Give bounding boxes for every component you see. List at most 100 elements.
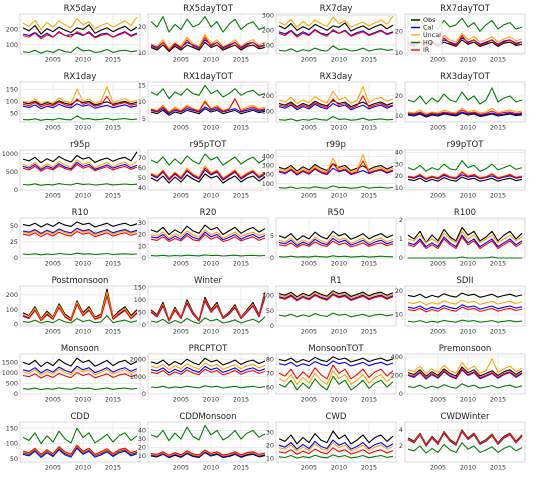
x-tick-label: 2005 <box>430 124 446 132</box>
x-tick-label: 2005 <box>301 192 317 200</box>
plot-area <box>404 149 526 191</box>
x-tick-label: 2010 <box>75 464 91 472</box>
y-tick-label: 0 <box>14 254 18 262</box>
series-line-uncal <box>22 229 138 236</box>
series-line-obs <box>278 430 394 445</box>
y-tick-label: 400 <box>391 353 403 361</box>
series-line-hq <box>22 387 138 391</box>
series-line-uncal <box>22 86 138 105</box>
series-line-hq <box>278 375 394 391</box>
y-tick-label: 10 <box>395 184 403 192</box>
y-tick-label: 1 <box>399 235 403 243</box>
panel-title: CWD <box>326 412 347 422</box>
y-tick-label: 200 <box>391 372 403 380</box>
x-tick-label: 2005 <box>45 124 61 132</box>
y-tick-label: 20 <box>138 231 146 239</box>
panel-rx1daytot: 5 10 15 2005 2010 2015 RX1dayTOT <box>138 72 269 132</box>
x-tick-label: 2005 <box>45 396 61 404</box>
y-tick-label: 50 <box>138 308 146 316</box>
x-tick-label: 2010 <box>75 56 91 64</box>
x-tick-label: 2010 <box>460 260 476 268</box>
x-tick-label: 2015 <box>233 192 249 200</box>
series-line-ir <box>22 295 138 322</box>
panel-title: SDII <box>457 276 474 286</box>
y-tick-label: 0 <box>142 321 146 329</box>
series-line-hq <box>150 316 266 325</box>
panel-title: Winter <box>194 276 223 286</box>
series-line-uncal <box>407 299 523 306</box>
series-line-ir <box>278 29 394 38</box>
panel-r20: 0 10 20 30 2005 2010 2015 R20 <box>138 208 269 268</box>
series-line-hq <box>278 185 394 190</box>
panel-cwdwinter: 2 4 2005 2010 2015 CWDWinter <box>399 412 526 472</box>
series-line-uncal <box>407 170 523 179</box>
x-tick-label: 2015 <box>233 124 249 132</box>
series-line-cal <box>407 111 523 117</box>
legend-label-uncal: Uncal <box>423 31 441 39</box>
x-tick-label: 2015 <box>105 124 121 132</box>
y-tick-label: 1500 <box>2 359 18 367</box>
series-line-cal <box>22 31 138 38</box>
x-tick-label: 2015 <box>233 464 249 472</box>
x-tick-label: 2005 <box>173 464 189 472</box>
series-line-cal <box>150 169 266 181</box>
y-tick-label: 70 <box>266 370 274 378</box>
panel-title: RX1day <box>64 72 97 82</box>
series-line-cal <box>150 451 266 458</box>
x-tick-label: 2010 <box>75 328 91 336</box>
series-line-hq <box>150 254 266 257</box>
panel-monsoontot: 60 70 80 2005 2010 2015 MonsoonTOT <box>266 344 397 404</box>
x-tick-label: 2015 <box>490 56 506 64</box>
panel-r95ptot: 40 50 60 70 2005 2010 2015 r95pTOT <box>138 140 269 200</box>
panel-title: R100 <box>454 208 476 218</box>
series-line-obs <box>407 176 523 183</box>
series-line-ir <box>278 240 394 248</box>
y-tick-label: 0 <box>399 254 403 262</box>
panel-r50: 0 5 2005 2010 2015 R50 <box>270 208 397 268</box>
series-line-hq <box>407 319 523 324</box>
panel-title: r95pTOT <box>190 140 228 150</box>
series-line-cal <box>278 102 394 111</box>
y-tick-label: 20 <box>266 441 274 449</box>
series-line-cal <box>22 227 138 235</box>
x-tick-label: 2005 <box>430 464 446 472</box>
series-line-obs <box>22 357 138 368</box>
series-line-cal <box>278 439 394 450</box>
panel-r100: 0 1 2 2005 2010 2015 R100 <box>399 208 526 268</box>
x-tick-label: 2005 <box>301 260 317 268</box>
panel-title: RX7day <box>320 4 353 14</box>
series-line-uncal <box>150 98 266 113</box>
y-tick-label: 20 <box>395 287 403 295</box>
y-tick-label: 40 <box>395 149 403 157</box>
y-tick-label: 150 <box>6 424 18 432</box>
series-line-ir <box>407 430 523 447</box>
series-line-hq <box>150 424 266 442</box>
series-line-uncal <box>22 367 138 376</box>
panel-r99ptot: 10 20 30 40 2005 2010 2015 r99pTOT <box>395 140 526 200</box>
series-line-hq <box>22 315 138 324</box>
series-line-hq <box>22 252 138 256</box>
y-tick-label: 50 <box>10 110 18 118</box>
x-tick-label: 2015 <box>233 396 249 404</box>
series-line-obs <box>150 108 266 116</box>
y-tick-label: 500 <box>6 380 18 388</box>
x-tick-label: 2005 <box>430 396 446 404</box>
x-tick-label: 2015 <box>105 192 121 200</box>
y-tick-label: 0 <box>270 322 274 330</box>
series-line-ir <box>22 371 138 379</box>
panel-rx5daytot: 10 20 2005 2010 2015 RX5dayTOT <box>138 4 269 64</box>
series-line-cal <box>22 447 138 458</box>
series-line-uncal <box>278 235 394 245</box>
x-tick-label: 2005 <box>173 192 189 200</box>
x-tick-label: 2010 <box>460 192 476 200</box>
series-line-obs <box>278 290 394 298</box>
y-tick-label: 200 <box>6 26 18 34</box>
series-line-ir <box>278 95 394 109</box>
x-tick-label: 2015 <box>233 260 249 268</box>
panel-title: Premonsoon <box>439 344 492 354</box>
series-line-hq <box>407 160 523 172</box>
y-tick-label: 100 <box>6 306 18 314</box>
series-line-ir <box>150 167 266 180</box>
series-line-ir <box>407 171 523 180</box>
legend-label-cal: Cal <box>423 24 433 32</box>
